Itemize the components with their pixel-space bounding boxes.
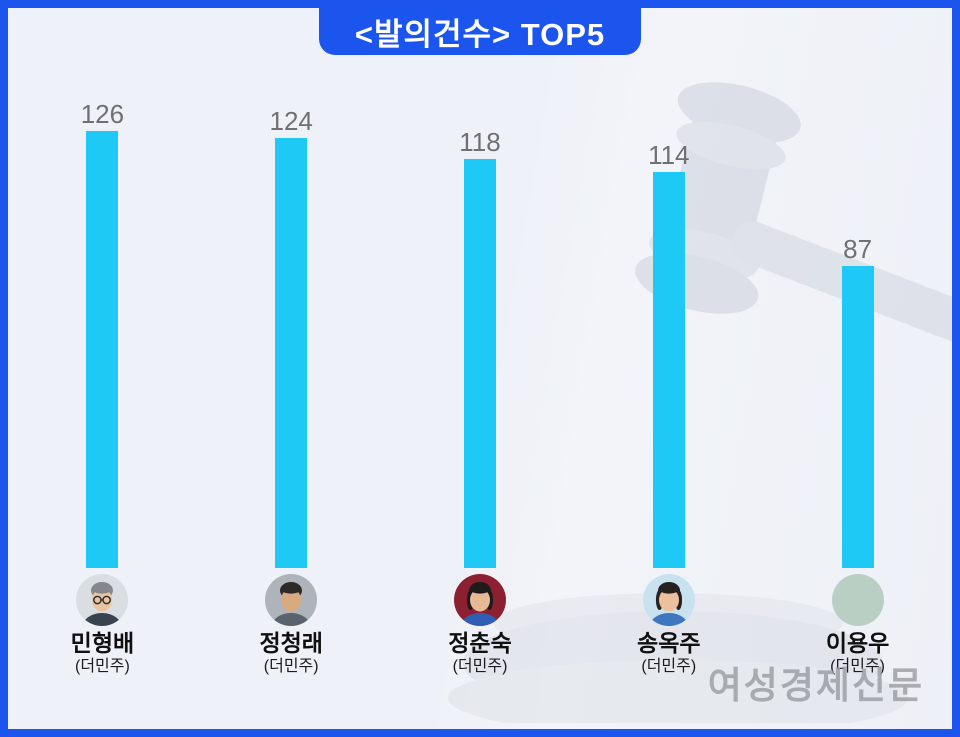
person-name: 민형배 — [70, 630, 135, 656]
avatar — [642, 574, 695, 626]
person-party: (더민주) — [263, 658, 319, 676]
title-badge: <발의건수> TOP5 — [319, 8, 641, 55]
person-party: (더민주) — [452, 658, 508, 676]
person-name: 정춘숙 — [448, 630, 512, 656]
bar-column: 126 — [8, 8, 197, 568]
person-entry: 정청래 (더민주) — [197, 574, 386, 676]
people-row: 민형배 (더민주) 정청래 (더민주) — [8, 574, 952, 676]
person-entry: 민형배 (더민주) — [8, 574, 197, 676]
bar — [841, 266, 874, 568]
news-outlet-watermark: 여성경제신문 — [707, 665, 924, 706]
glasses-icon — [93, 595, 112, 605]
bar-chart: 126 124 118 114 87 — [8, 8, 952, 568]
bar-column: 87 — [763, 8, 952, 568]
bar — [275, 138, 308, 568]
avatar — [453, 574, 506, 626]
bar-value-label: 118 — [459, 127, 501, 157]
bar — [652, 172, 685, 568]
person-party: (더민주) — [641, 658, 697, 676]
page-title: <발의건수> TOP5 — [354, 17, 606, 52]
bar-value-label: 114 — [648, 140, 690, 170]
bar-column: 124 — [197, 8, 386, 568]
avatar — [265, 574, 318, 626]
bar-column: 118 — [386, 8, 575, 568]
avatar — [76, 574, 129, 626]
bar-value-label: 124 — [269, 106, 313, 136]
person-party: (더민주) — [830, 658, 885, 676]
bar-column: 114 — [574, 8, 763, 568]
bar — [463, 159, 496, 568]
bar-value-label: 87 — [843, 234, 873, 264]
bar-value-label: 126 — [80, 99, 125, 129]
person-name: 정청래 — [259, 630, 323, 656]
person-name: 이용우 — [825, 630, 890, 656]
person-name: 송옥주 — [637, 630, 701, 656]
person-entry: 이용우 (더민주) — [763, 574, 952, 676]
avatar — [831, 574, 884, 626]
person-entry: 정춘숙 (더민주) — [386, 574, 575, 676]
person-party: (더민주) — [74, 658, 130, 676]
bar — [86, 131, 119, 568]
person-entry: 송옥주 (더민주) — [574, 574, 763, 676]
